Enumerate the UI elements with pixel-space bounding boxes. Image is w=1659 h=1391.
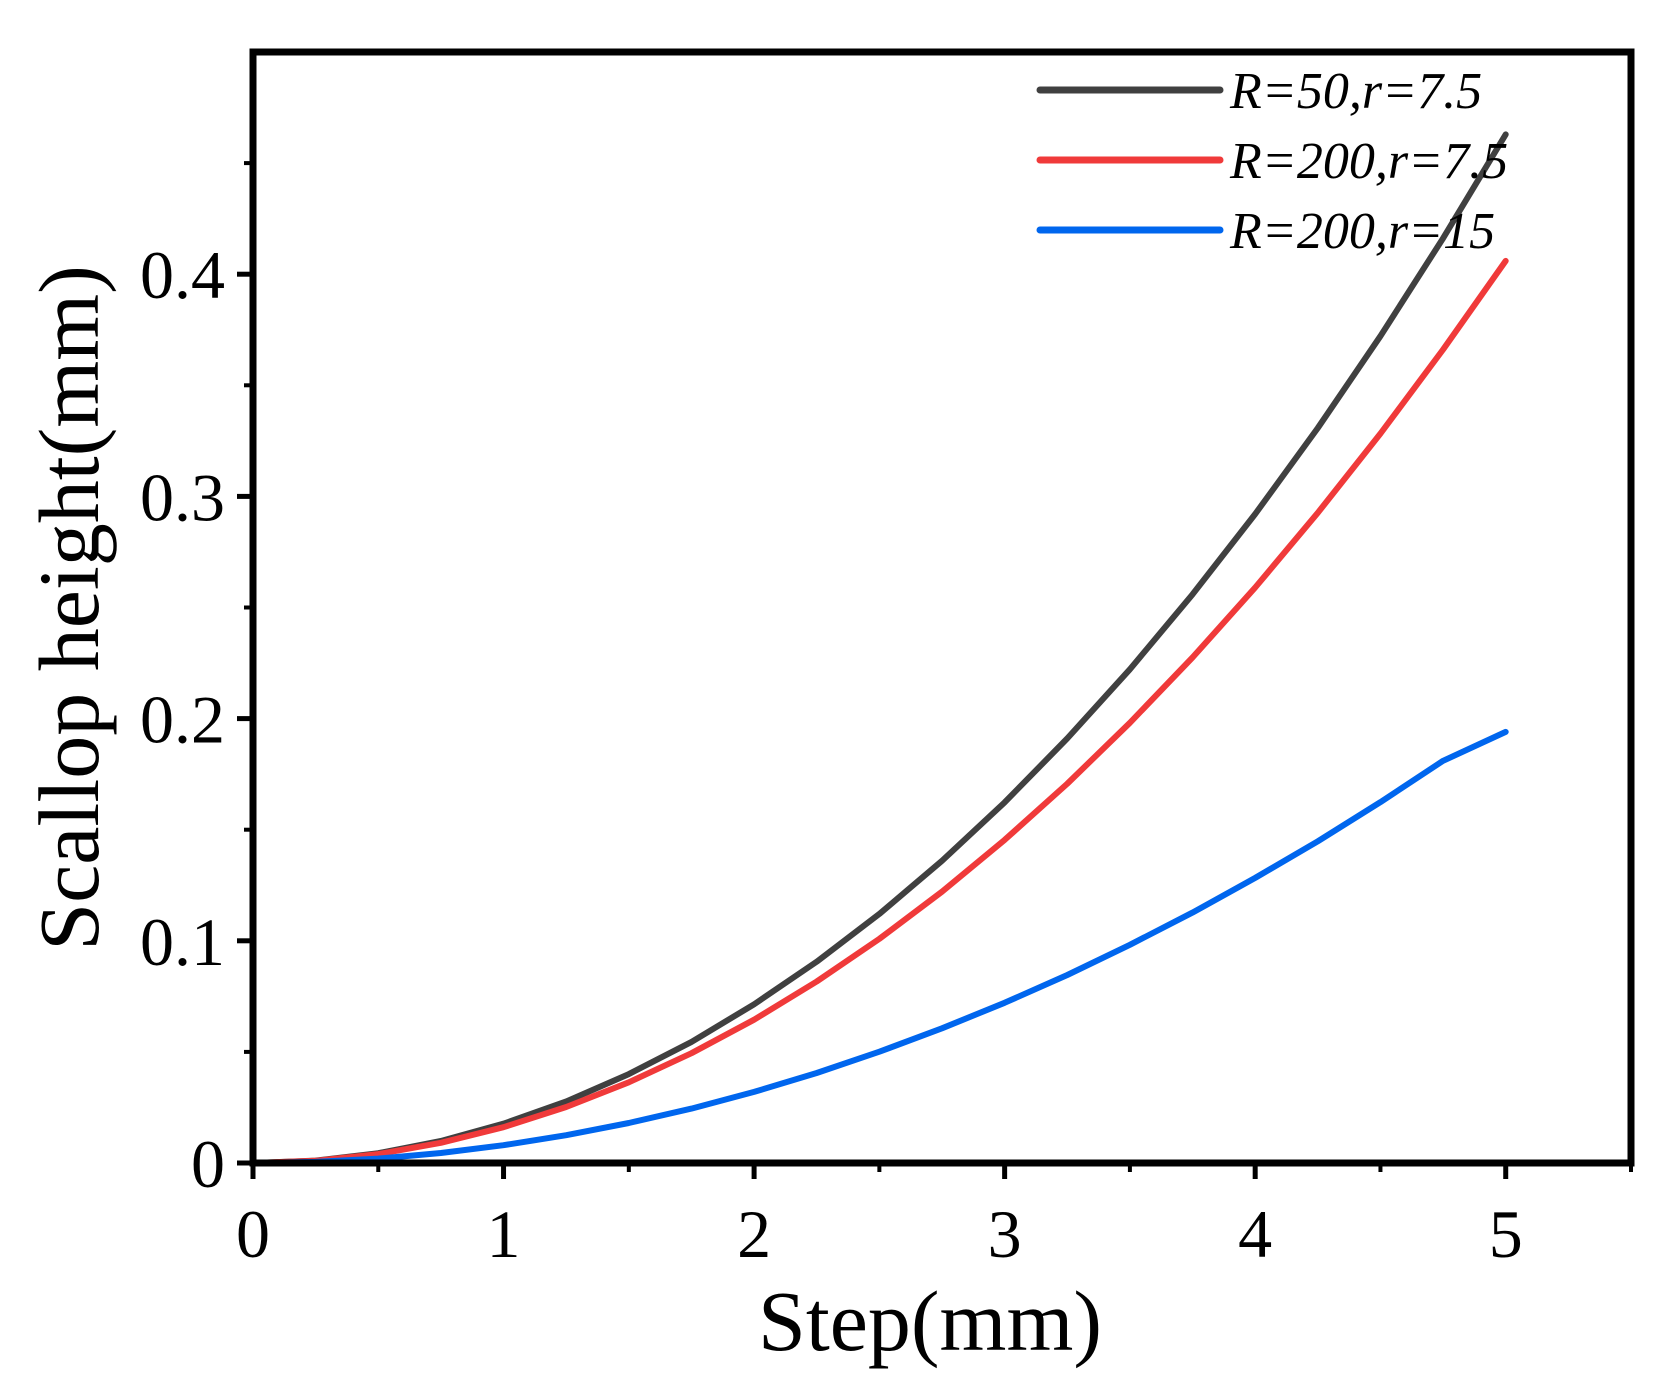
legend-label-3: R=200,r=15	[1229, 203, 1495, 260]
series-layer	[250, 131, 1509, 1166]
legend: R=50,r=7.5 R=200,r=7.5 R=200,r=15	[1036, 63, 1508, 260]
legend-label-1: R=50,r=7.5	[1229, 63, 1482, 120]
y-tick-label: 0.2	[140, 682, 225, 758]
x-tick-label: 2	[737, 1196, 771, 1272]
tick-labels-layer: 0 1 2 3 4 5 0 0.1 0.2 0.3 0.4	[140, 237, 1523, 1272]
y-tick-label: 0.3	[140, 459, 225, 535]
ticks-layer	[237, 161, 1633, 1179]
x-tick-label: 3	[988, 1196, 1022, 1272]
series-line-1	[250, 131, 1509, 1166]
x-tick-label: 0	[236, 1196, 270, 1272]
y-tick-label: 0.1	[140, 904, 225, 980]
legend-label-2: R=200,r=7.5	[1229, 133, 1508, 190]
series-line-2	[250, 257, 1509, 1166]
x-tick-label: 5	[1489, 1196, 1523, 1272]
y-axis-title: Scallop height(mm)	[21, 265, 117, 950]
y-tick-label: 0	[191, 1126, 225, 1202]
x-tick-label: 1	[487, 1196, 521, 1272]
series-line-3	[250, 728, 1509, 1166]
x-tick-label: 4	[1238, 1196, 1272, 1272]
x-axis-title: Step(mm)	[758, 1273, 1102, 1369]
y-tick-label: 0.4	[140, 237, 225, 313]
